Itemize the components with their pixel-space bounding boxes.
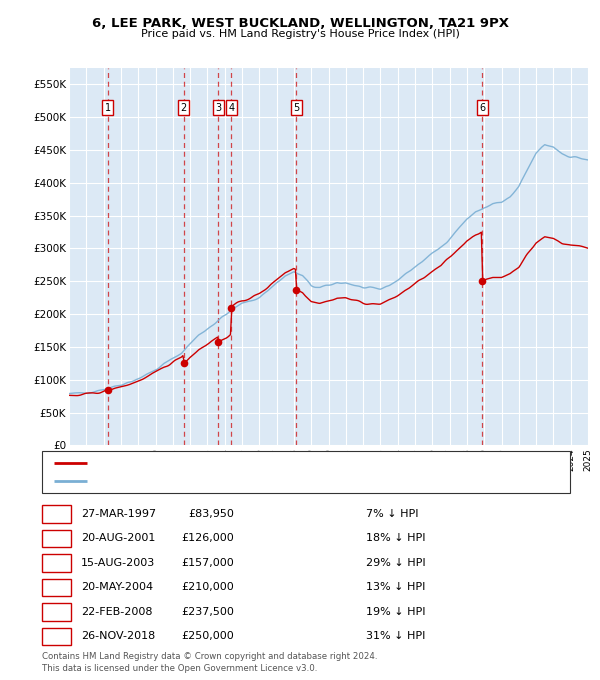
Text: HPI: Average price, detached house, Somerset: HPI: Average price, detached house, Some… xyxy=(93,476,325,486)
Text: 6: 6 xyxy=(53,631,60,641)
Text: 5: 5 xyxy=(293,103,299,113)
Text: 1: 1 xyxy=(104,103,110,113)
Text: 3: 3 xyxy=(53,558,60,568)
Text: 1: 1 xyxy=(53,509,60,519)
Text: 15-AUG-2003: 15-AUG-2003 xyxy=(81,558,155,568)
Text: Contains HM Land Registry data © Crown copyright and database right 2024.: Contains HM Land Registry data © Crown c… xyxy=(42,652,377,661)
Text: 20-AUG-2001: 20-AUG-2001 xyxy=(81,533,155,543)
Text: 18% ↓ HPI: 18% ↓ HPI xyxy=(366,533,425,543)
Text: £157,000: £157,000 xyxy=(181,558,234,568)
Text: 3: 3 xyxy=(215,103,221,113)
Text: 26-NOV-2018: 26-NOV-2018 xyxy=(81,631,155,641)
Text: 2: 2 xyxy=(53,533,60,543)
Text: £83,950: £83,950 xyxy=(188,509,234,519)
Text: 19% ↓ HPI: 19% ↓ HPI xyxy=(366,607,425,617)
Text: 20-MAY-2004: 20-MAY-2004 xyxy=(81,582,153,592)
Text: 31% ↓ HPI: 31% ↓ HPI xyxy=(366,631,425,641)
Text: 7% ↓ HPI: 7% ↓ HPI xyxy=(366,509,419,519)
Text: 4: 4 xyxy=(53,582,60,592)
Text: 5: 5 xyxy=(53,607,60,617)
Text: This data is licensed under the Open Government Licence v3.0.: This data is licensed under the Open Gov… xyxy=(42,664,317,673)
Text: 22-FEB-2008: 22-FEB-2008 xyxy=(81,607,152,617)
Text: 2: 2 xyxy=(181,103,187,113)
Text: £237,500: £237,500 xyxy=(181,607,234,617)
Text: £126,000: £126,000 xyxy=(181,533,234,543)
Text: 6, LEE PARK, WEST BUCKLAND, WELLINGTON, TA21 9PX (detached house): 6, LEE PARK, WEST BUCKLAND, WELLINGTON, … xyxy=(93,458,463,468)
Text: Price paid vs. HM Land Registry's House Price Index (HPI): Price paid vs. HM Land Registry's House … xyxy=(140,29,460,39)
Text: £210,000: £210,000 xyxy=(181,582,234,592)
Text: 4: 4 xyxy=(228,103,235,113)
Text: £250,000: £250,000 xyxy=(181,631,234,641)
Text: 27-MAR-1997: 27-MAR-1997 xyxy=(81,509,156,519)
Text: 29% ↓ HPI: 29% ↓ HPI xyxy=(366,558,425,568)
Text: 13% ↓ HPI: 13% ↓ HPI xyxy=(366,582,425,592)
Text: 6, LEE PARK, WEST BUCKLAND, WELLINGTON, TA21 9PX: 6, LEE PARK, WEST BUCKLAND, WELLINGTON, … xyxy=(91,17,509,30)
Text: 6: 6 xyxy=(479,103,485,113)
